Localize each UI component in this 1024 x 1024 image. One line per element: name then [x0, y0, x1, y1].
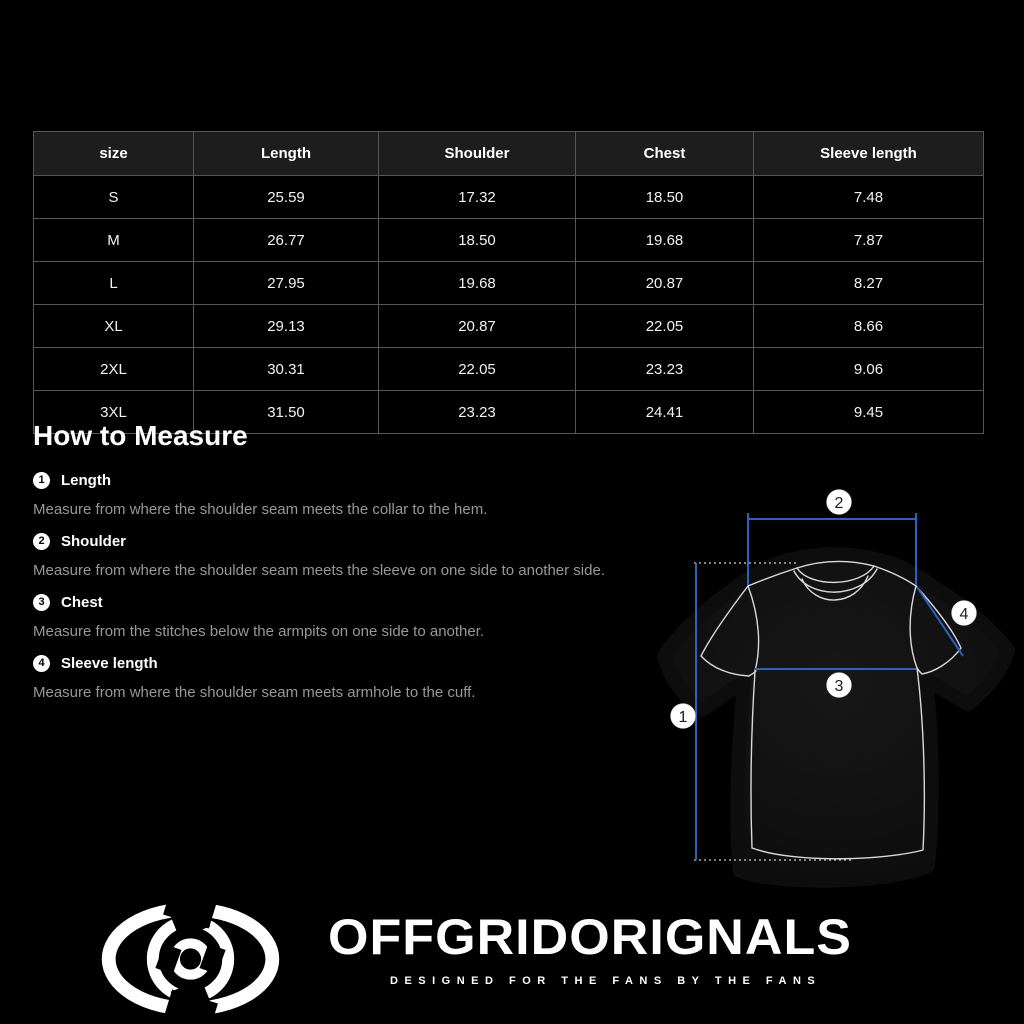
measurement-cell: 20.87 — [575, 261, 754, 305]
measurement-cell: 20.87 — [378, 304, 576, 348]
measurement-cell: 19.68 — [378, 261, 576, 305]
svg-text:1: 1 — [679, 709, 688, 726]
section-title: How to Measure — [33, 420, 248, 451]
tshirt-measurement-diagram: 1 2 3 4 — [657, 489, 1015, 888]
measure-item-description: Measure from where the shoulder seam mee… — [33, 501, 488, 518]
brand-wordmark: OFFGRIDORIGNALS — [328, 909, 853, 965]
size-cell: 3XL — [33, 390, 194, 434]
step-number-badge: 2 — [33, 532, 50, 550]
table-row: 2XL 30.31 22.05 23.23 9.06 — [33, 347, 984, 391]
table-row: M 26.77 18.50 19.68 7.87 — [33, 218, 984, 262]
measurement-cell: 19.68 — [575, 218, 754, 262]
table-row: 3XL 31.50 23.23 24.41 9.45 — [33, 390, 984, 434]
measurement-cell: 29.13 — [193, 304, 379, 348]
measurement-cell: 22.05 — [378, 347, 576, 391]
column-header: size — [33, 131, 194, 176]
dotted-guide-lines — [694, 562, 851, 861]
measure-item-description: Measure from where the shoulder seam mee… — [33, 684, 476, 701]
measure-item-label: Chest — [61, 593, 103, 611]
measurement-lines — [695, 513, 964, 860]
measurement-cell: 17.32 — [378, 175, 576, 219]
measurement-cell: 23.23 — [378, 390, 576, 434]
sleeve-measure-line — [916, 586, 964, 657]
measurement-cell: 9.45 — [753, 390, 984, 434]
measurement-cell: 23.23 — [575, 347, 754, 391]
column-header: Length — [193, 131, 379, 176]
how-to-measure-section: How to Measure 1 Length Measure from where… — [33, 420, 633, 714]
diagram-badge-2: 2 — [826, 489, 852, 515]
size-cell: 2XL — [33, 347, 194, 391]
measure-item: 2 Shoulder Measure from where the shoulder… — [33, 531, 633, 581]
measure-item: 3 Chest Measure from the stitches below th… — [33, 592, 633, 642]
diagram-badges: 1 2 3 4 — [670, 489, 977, 729]
tshirt-photo-silhouette — [657, 547, 1015, 888]
measurement-cell: 22.05 — [575, 304, 754, 348]
svg-text:2: 2 — [835, 495, 844, 512]
measurement-cell: 27.95 — [193, 261, 379, 305]
size-table-header-row: size Length Shoulder Chest Sleeve length — [33, 131, 984, 176]
measurement-cell: 9.06 — [753, 347, 984, 391]
measurement-cell: 7.48 — [753, 175, 984, 219]
diagram-badge-1: 1 — [670, 703, 696, 729]
size-cell: L — [33, 261, 194, 305]
brand-tagline: DESIGNED FOR THE FANS BY THE FANS — [390, 975, 822, 987]
measure-item: 4 Sleeve length Measure from where the sho… — [33, 653, 633, 703]
measurement-cell: 26.77 — [193, 218, 379, 262]
size-cell: M — [33, 218, 194, 262]
step-number-badge: 4 — [33, 654, 50, 672]
diagram-badge-4: 4 — [951, 600, 977, 626]
measurement-cell: 24.41 — [575, 390, 754, 434]
column-header: Sleeve length — [753, 131, 984, 176]
measurement-cell: 18.50 — [378, 218, 576, 262]
measurement-cell: 8.66 — [753, 304, 984, 348]
tshirt-outline — [700, 560, 962, 860]
measurement-cell: 30.31 — [193, 347, 379, 391]
logo-cuts — [155, 902, 226, 1016]
size-cell: XL — [33, 304, 194, 348]
brand-block: OFFGRIDORIGNALS DESIGNED FOR THE FANS BY… — [328, 912, 851, 987]
step-number-badge: 1 — [33, 471, 50, 489]
column-header: Chest — [575, 131, 754, 176]
measure-item-description: Measure from where the shoulder seam mee… — [33, 562, 605, 579]
size-table-body: S 25.59 17.32 18.50 7.48 M 26.77 18.50 19.68 7.87… — [33, 175, 984, 434]
table-row: L 27.95 19.68 20.87 8.27 — [33, 261, 984, 305]
svg-text:4: 4 — [960, 606, 969, 623]
measurement-cell: 7.87 — [753, 218, 984, 262]
measure-item-label: Length — [61, 471, 111, 489]
measurement-cell: 18.50 — [575, 175, 754, 219]
step-number-badge: 3 — [33, 593, 50, 611]
measure-item: 1 Length Measure from where the shoulder s… — [33, 470, 633, 520]
measure-item-description: Measure from the stitches below the armp… — [33, 623, 485, 640]
measurement-cell: 25.59 — [193, 175, 379, 219]
shutter-eye-logo-icon — [101, 902, 280, 1016]
svg-text:3: 3 — [835, 678, 844, 695]
table-row: S 25.59 17.32 18.50 7.48 — [33, 175, 984, 219]
column-header: Shoulder — [378, 131, 576, 176]
measure-item-label: Shoulder — [61, 532, 127, 550]
size-table: size Length Shoulder Chest Sleeve length S 25… — [33, 131, 984, 434]
diagram-badge-3: 3 — [826, 672, 852, 698]
measurement-cell: 8.27 — [753, 261, 984, 305]
size-cell: S — [33, 175, 194, 219]
measure-list: 1 Length Measure from where the shoulder s… — [33, 470, 633, 703]
table-row: XL 29.13 20.87 22.05 8.66 — [33, 304, 984, 348]
measure-item-label: Sleeve length — [61, 654, 158, 672]
